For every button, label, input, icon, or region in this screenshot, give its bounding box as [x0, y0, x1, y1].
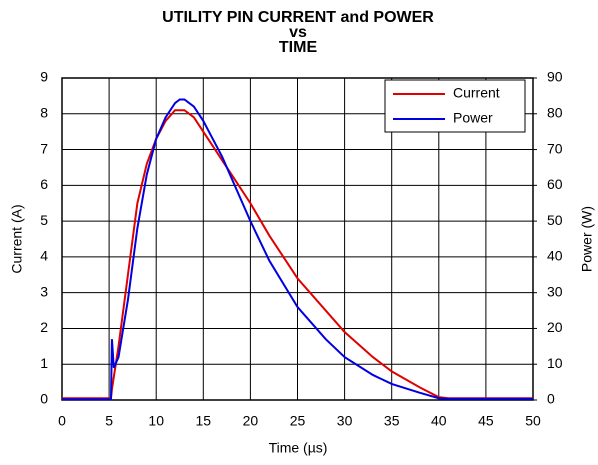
data-line — [62, 109, 533, 400]
y2-tick-label: 90 — [547, 69, 563, 85]
plot-border — [61, 77, 534, 401]
legend-label: Current — [453, 85, 500, 101]
x-tick-label: 45 — [478, 413, 494, 429]
legend-label: Power — [453, 110, 493, 126]
y-tick-label: 4 — [40, 248, 48, 264]
x-axis-label: Time (µs) — [269, 440, 328, 456]
y2-tick-label: 60 — [547, 176, 563, 192]
y2-tick-label: 20 — [547, 319, 563, 335]
y2-tick-label: 0 — [547, 391, 555, 407]
x-tick-label: 15 — [196, 413, 212, 429]
y-tick-label: 5 — [40, 212, 48, 228]
chart-title: TIME — [279, 39, 318, 56]
y2-tick-label: 30 — [547, 283, 563, 299]
y2-tick-label: 10 — [547, 355, 563, 371]
x-tick-label: 25 — [290, 413, 306, 429]
x-tick-label: 35 — [384, 413, 400, 429]
x-tick-label: 20 — [243, 413, 259, 429]
y2-tick-label: 50 — [547, 212, 563, 228]
chart-title: UTILITY PIN CURRENT and POWER — [162, 9, 434, 26]
x-tick-label: 10 — [148, 413, 164, 429]
y-tick-label: 0 — [40, 391, 48, 407]
legend-box — [384, 79, 526, 133]
y-tick-label: 7 — [40, 140, 48, 156]
y-tick-label: 6 — [40, 176, 48, 192]
x-tick-label: 0 — [58, 413, 66, 429]
y-tick-label: 8 — [40, 104, 48, 120]
y-tick-label: 3 — [40, 283, 48, 299]
y2-tick-label: 80 — [547, 104, 563, 120]
y2-tick-label: 70 — [547, 140, 563, 156]
chart-title: vs — [289, 24, 307, 41]
y2-axis-label: Power (W) — [579, 206, 595, 272]
data-line — [62, 98, 533, 401]
y-tick-label: 2 — [40, 319, 48, 335]
x-tick-label: 40 — [431, 413, 447, 429]
x-tick-label: 50 — [525, 413, 541, 429]
y-tick-label: 9 — [40, 69, 48, 85]
y-tick-label: 1 — [40, 355, 48, 371]
x-tick-label: 5 — [105, 413, 113, 429]
y2-tick-label: 40 — [547, 248, 563, 264]
x-tick-label: 30 — [337, 413, 353, 429]
y-axis-label: Current (A) — [9, 204, 25, 273]
